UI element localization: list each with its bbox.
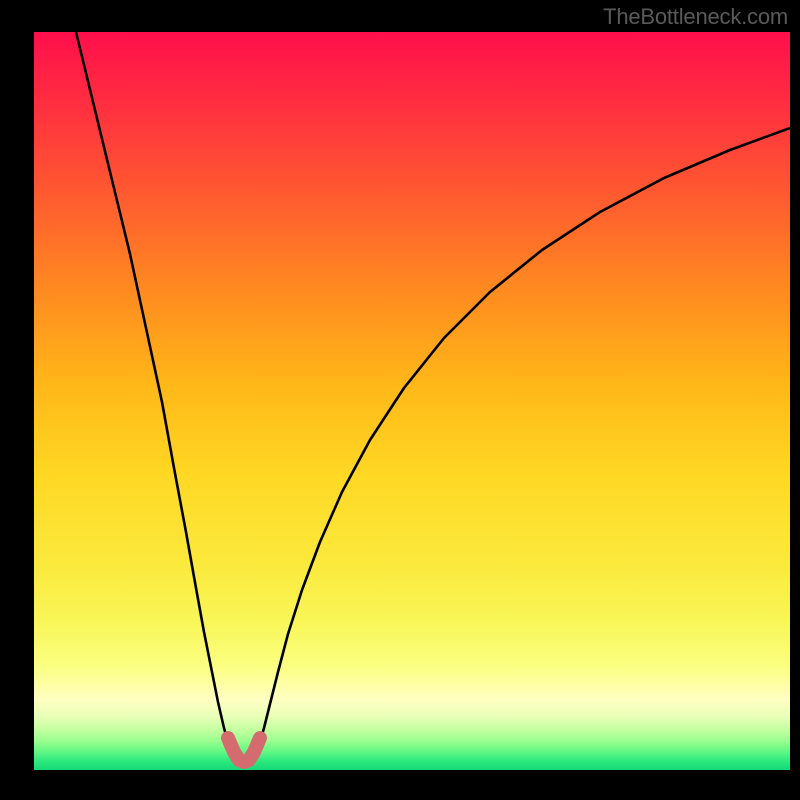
trough-marker: [228, 738, 260, 762]
plot-area: [34, 32, 790, 770]
watermark-text: TheBottleneck.com: [603, 4, 788, 30]
bottleneck-curve: [76, 32, 790, 765]
curve-layer: [34, 32, 790, 770]
outer-frame: TheBottleneck.com: [0, 0, 800, 800]
